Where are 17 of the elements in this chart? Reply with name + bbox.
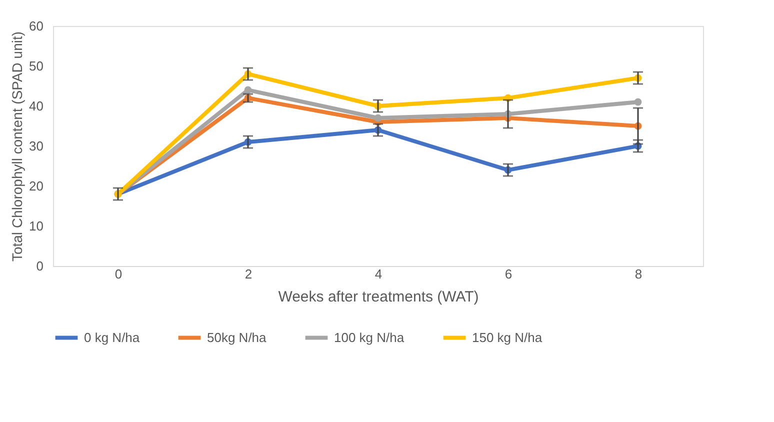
y-tick-label: 40 [29, 98, 44, 114]
y-tick-label: 20 [29, 178, 44, 194]
legend-label: 150 kg N/ha [472, 330, 543, 345]
legend-label: 0 kg N/ha [84, 330, 140, 345]
y-axis-title: Total Chlorophyll content (SPAD unit) [9, 31, 26, 262]
y-tick-label: 10 [29, 218, 44, 234]
x-tick-label: 4 [374, 266, 382, 282]
y-tick-label: 50 [29, 58, 44, 74]
x-tick-label: 6 [504, 266, 512, 282]
legend-label: 100 kg N/ha [334, 330, 405, 345]
x-tick-label: 2 [244, 266, 252, 282]
x-axis-title: Weeks after treatments (WAT) [278, 288, 479, 306]
y-tick-label: 60 [29, 18, 44, 34]
legend-label: 50kg N/ha [207, 330, 268, 345]
y-tick-label: 30 [29, 138, 44, 154]
x-tick-label: 0 [114, 266, 122, 282]
x-tick-label: 8 [634, 266, 642, 282]
